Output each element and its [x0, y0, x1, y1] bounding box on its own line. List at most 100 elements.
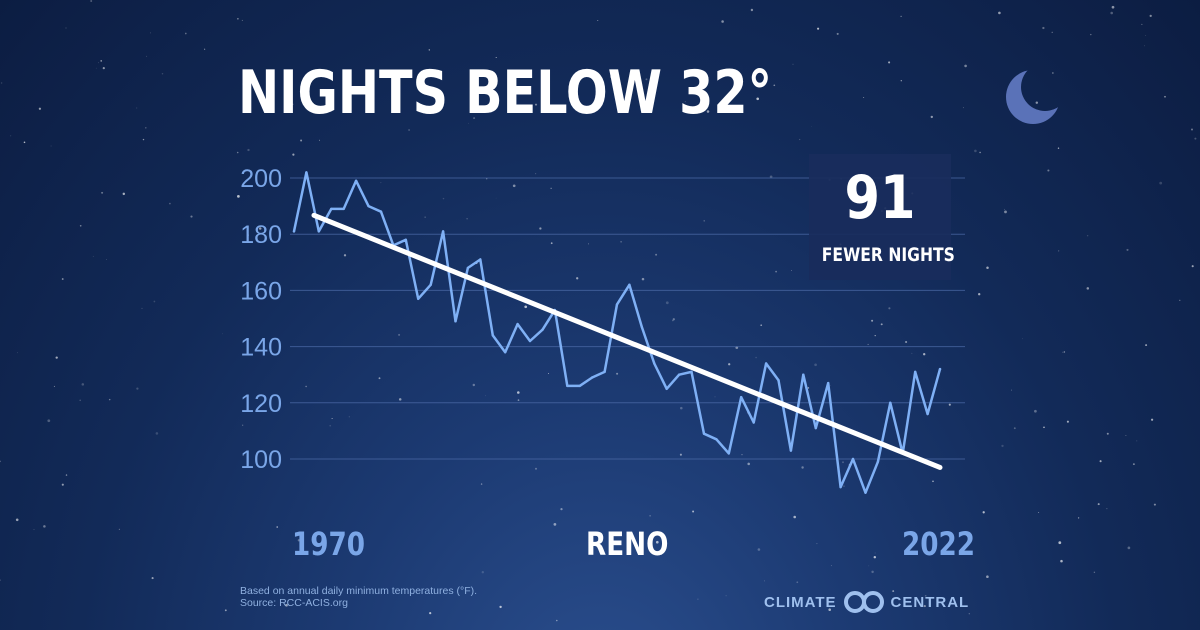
star	[793, 515, 796, 519]
data-point	[404, 238, 407, 241]
star	[1086, 234, 1089, 237]
star	[1022, 338, 1023, 340]
star	[55, 356, 58, 359]
star	[773, 84, 776, 87]
star	[1179, 299, 1181, 301]
star	[750, 8, 754, 12]
star	[672, 318, 675, 321]
star	[534, 103, 538, 106]
data-point	[591, 376, 594, 379]
star	[1190, 128, 1194, 131]
data-point	[814, 426, 817, 430]
star	[1110, 11, 1113, 15]
logo-text-left: CLIMATE	[764, 593, 837, 611]
star	[1063, 351, 1066, 353]
star	[1043, 426, 1045, 429]
star	[23, 141, 26, 144]
star	[930, 115, 933, 119]
star	[90, 0, 93, 2]
star	[968, 613, 970, 615]
star	[101, 191, 104, 194]
star	[242, 424, 244, 426]
star	[874, 334, 876, 337]
star	[534, 467, 538, 470]
data-point	[479, 258, 482, 261]
star	[756, 97, 760, 101]
data-point	[889, 401, 892, 404]
star	[911, 352, 913, 354]
star	[161, 72, 164, 75]
data-point	[640, 325, 643, 329]
y-tick-label: 120	[240, 390, 282, 418]
star	[1090, 33, 1092, 36]
star	[106, 259, 107, 260]
star	[1013, 427, 1016, 430]
data-point	[466, 266, 470, 270]
star	[539, 227, 542, 230]
star	[1125, 435, 1127, 436]
star	[43, 525, 46, 528]
star	[1153, 503, 1156, 506]
data-point	[330, 207, 333, 211]
star	[348, 416, 350, 418]
star	[141, 307, 143, 309]
star	[224, 609, 227, 612]
star	[867, 343, 869, 345]
star	[747, 462, 750, 466]
star	[816, 543, 818, 545]
star	[998, 11, 1001, 15]
star	[472, 383, 476, 387]
star	[1047, 169, 1050, 172]
data-point	[839, 485, 842, 489]
climate-central-logo[interactable]: CLIMATE CENTRAL	[764, 590, 969, 614]
star	[253, 602, 254, 604]
star	[237, 17, 239, 20]
star	[645, 78, 648, 81]
star	[1191, 265, 1194, 268]
star	[1144, 45, 1145, 47]
star	[50, 145, 52, 147]
star	[237, 195, 240, 198]
star	[592, 76, 594, 78]
star	[932, 480, 934, 483]
star	[1058, 541, 1062, 545]
data-point	[727, 452, 730, 455]
star	[0, 460, 2, 463]
star	[589, 545, 592, 548]
star	[33, 529, 35, 531]
data-point	[342, 207, 345, 211]
star	[429, 611, 432, 615]
y-tick-label: 140	[240, 334, 282, 362]
data-point	[677, 373, 681, 376]
star	[153, 300, 156, 303]
star	[1066, 420, 1069, 423]
star	[248, 234, 249, 236]
y-tick-label: 100	[240, 446, 282, 474]
star	[560, 508, 563, 511]
data-point	[702, 432, 706, 435]
star	[576, 277, 579, 280]
star	[880, 323, 883, 326]
data-point	[690, 370, 693, 374]
star	[145, 127, 147, 129]
data-point	[615, 303, 619, 306]
star	[142, 138, 145, 141]
star	[1004, 210, 1007, 214]
star	[81, 383, 85, 386]
star	[1150, 418, 1154, 421]
star	[305, 385, 307, 388]
star	[692, 510, 695, 513]
data-point	[305, 171, 308, 174]
star	[874, 552, 876, 554]
data-point	[454, 320, 457, 323]
badge-label: FEWER NIGHTS	[821, 244, 955, 266]
star	[609, 76, 612, 78]
star	[535, 173, 537, 175]
star	[1159, 181, 1163, 185]
star	[616, 372, 619, 375]
star	[65, 27, 67, 29]
star	[763, 580, 765, 582]
star	[1038, 511, 1040, 514]
star	[10, 135, 12, 137]
star	[953, 552, 955, 554]
